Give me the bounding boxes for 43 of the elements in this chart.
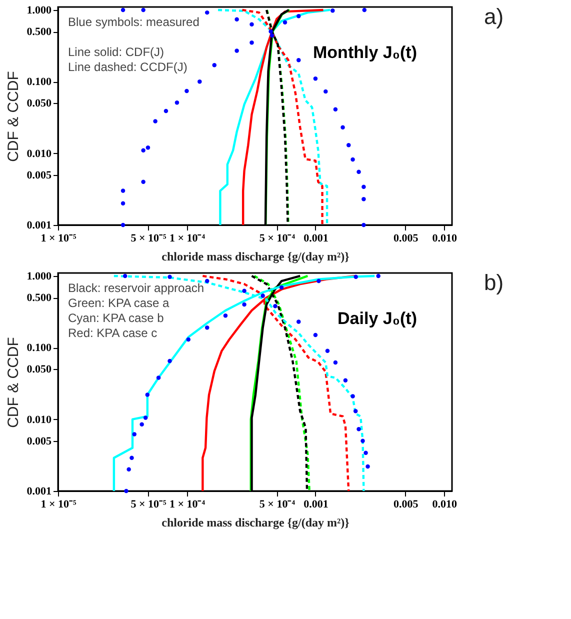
annotation: Black: reservoir approach [68,281,204,295]
text: a) [484,4,504,29]
x-tick-label: 0.001 [304,498,328,510]
annotation: Blue symbols: measured [68,15,200,29]
y-axis-title: CDF & CCDF [4,337,22,428]
y-tick-label: 0.100 [26,342,52,354]
text: Monthly J₀(t) [313,43,417,62]
text: b) [484,270,504,295]
y-tick-label: 1.000 [26,270,52,282]
x-tick-label: 1 × 10⁻⁵ [40,232,77,244]
x-tick-label: 0.010 [432,498,458,510]
x-tick-label: 5 × 10⁻⁴ [259,498,296,510]
y-tick-label: 0.010 [26,414,52,426]
x-axis-title: chloride mass discharge {g/(day m²)} [162,250,350,264]
x-tick-label: 1 × 10⁻⁵ [40,498,77,510]
y-tick-label: 0.001 [26,486,52,498]
y-axis-title: CDF & CCDF [4,71,22,162]
x-tick-label: 5 × 10⁻⁴ [259,232,296,244]
y-tick-label: 0.500 [26,26,52,38]
annotation: Cyan: KPA case b [68,311,164,325]
y-tick-label: 0.010 [26,148,52,160]
y-tick-label: 0.050 [26,98,52,110]
y-tick-label: 0.001 [26,220,52,232]
annotation: Red: KPA case c [68,326,158,340]
annotation: Green: KPA case a [68,296,170,310]
x-tick-label: 0.005 [394,232,419,244]
annotation: Line dashed: CCDF(J) [68,60,188,74]
text: Daily J₀(t) [338,309,417,328]
x-tick-label: 0.005 [394,498,419,510]
annotation: Line solid: CDF(J) [68,45,164,59]
y-tick-label: 1.000 [26,4,52,16]
y-tick-label: 0.005 [26,435,52,448]
y-tick-label: 0.005 [26,169,52,182]
x-tick-label: 0.010 [432,232,458,244]
x-tick-label: 1 × 10⁻⁴ [169,232,206,244]
x-tick-label: 5 × 10⁻⁵ [130,232,167,244]
y-tick-label: 0.500 [26,292,52,304]
x-tick-label: 1 × 10⁻⁴ [169,498,206,510]
y-tick-label: 0.100 [26,76,52,88]
x-tick-label: 0.001 [304,232,328,244]
y-tick-label: 0.050 [26,364,52,376]
x-axis-title: chloride mass discharge {g/(day m²)} [162,516,350,530]
x-tick-label: 5 × 10⁻⁵ [130,498,167,510]
